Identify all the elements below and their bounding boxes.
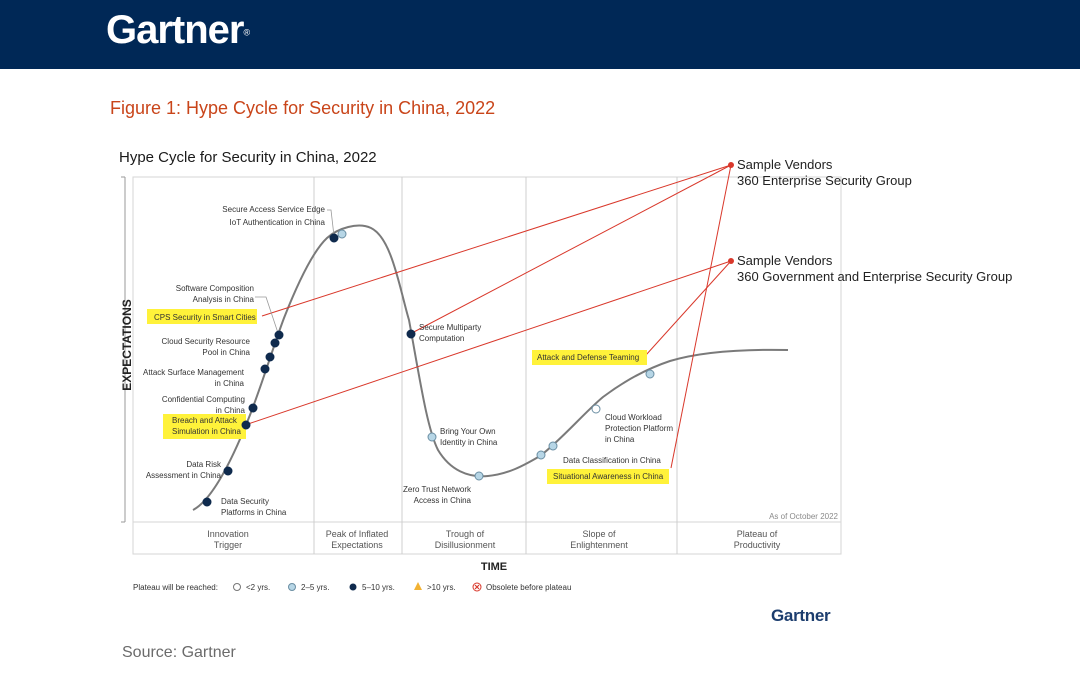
legend-label: 5–10 yrs. [362, 583, 395, 592]
technology-label: Data Security [221, 497, 269, 506]
technology-marker [270, 338, 280, 348]
as-of-note: As of October 2022 [769, 512, 838, 521]
technology-marker [241, 420, 251, 430]
technology-marker [536, 450, 546, 460]
legend-label: >10 yrs. [427, 583, 456, 592]
vendor-anchor-dot [728, 258, 734, 264]
technology-label: Software Composition [176, 284, 254, 293]
technology-label: Attack and Defense Teaming [537, 353, 639, 362]
technology-marker [274, 330, 284, 340]
legend-symbol [288, 583, 296, 591]
phase-label: Enlightenment [570, 540, 628, 550]
gartner-logo: Gartner® [106, 8, 250, 52]
technology-label: Zero Trust Network [403, 485, 472, 494]
callout-vendor: 360 Government and Enterprise Security G… [737, 269, 1012, 284]
gartner-footer-logo: Gartner [771, 606, 831, 625]
technology-marker [548, 441, 558, 451]
technology-label: IoT Authentication in China [230, 218, 326, 227]
technology-marker [406, 329, 416, 339]
y-axis-title: EXPECTATIONS [120, 299, 134, 391]
header-bar: Gartner® [0, 0, 1080, 69]
technology-label: Situational Awareness in China [553, 472, 664, 481]
x-axis-title: TIME [481, 561, 507, 573]
phase-label: Productivity [734, 540, 781, 550]
phase-label: Expectations [331, 540, 383, 550]
technology-marker [202, 497, 212, 507]
label-leader [327, 209, 335, 237]
vendor-callout-line [261, 164, 732, 317]
vendor-callout-line [645, 260, 732, 356]
phase-label: Trough of [446, 529, 485, 539]
legend-label: Obsolete before plateau [486, 583, 571, 592]
technology-label: Simulation in China [172, 427, 241, 436]
legend-symbol [474, 584, 480, 590]
source-note: Source: Gartner [122, 644, 236, 661]
technology-label: in China [215, 379, 245, 388]
technology-marker [260, 364, 270, 374]
chart-title: Hype Cycle for Security in China, 2022 [119, 149, 377, 166]
technology-label: Secure Access Service Edge [222, 205, 325, 214]
technology-marker [329, 233, 339, 243]
technology-label: Platforms in China [221, 508, 287, 517]
technology-label: Cloud Security Resource [162, 337, 251, 346]
legend-label: 2–5 yrs. [301, 583, 329, 592]
technology-label: Pool in China [202, 348, 250, 357]
label-leader [255, 296, 279, 334]
callout-title: Sample Vendors [737, 157, 833, 172]
technology-marker [337, 229, 347, 239]
technology-label: in China [216, 406, 246, 415]
technology-label: Bring Your Own [440, 427, 496, 436]
vendor-anchor-dot [728, 162, 734, 168]
technology-label: Analysis in China [193, 295, 255, 304]
label-highlight [547, 469, 669, 484]
technology-marker [427, 432, 437, 442]
technology-label: Secure Multiparty [419, 323, 481, 332]
technology-marker [248, 403, 258, 413]
vendor-callout-line [247, 260, 732, 425]
phase-label: Slope of [582, 529, 616, 539]
technology-label: CPS Security in Smart Cities [154, 313, 256, 322]
technology-label: Confidential Computing [162, 395, 245, 404]
phase-label: Plateau of [737, 529, 778, 539]
vendor-callout-line [670, 164, 732, 469]
technology-label: Computation [419, 334, 464, 343]
vendor-callout-line [409, 164, 732, 335]
technology-label: Assessment in China [146, 471, 222, 480]
technology-label: Data Risk [186, 460, 222, 469]
label-highlight [147, 309, 257, 324]
technology-marker [645, 369, 655, 379]
figure-title: Figure 1: Hype Cycle for Security in Chi… [110, 98, 496, 118]
technology-marker [591, 404, 601, 414]
legend-label: <2 yrs. [246, 583, 270, 592]
technology-marker [474, 471, 484, 481]
label-highlight [163, 414, 246, 439]
phase-label: Peak of Inflated [326, 529, 389, 539]
phase-label: Disillusionment [435, 540, 496, 550]
technology-label: in China [605, 435, 635, 444]
legend-symbol [414, 582, 422, 590]
plot-frame [132, 176, 842, 555]
technology-label: Identity in China [440, 438, 498, 447]
callout-vendor: 360 Enterprise Security Group [737, 173, 912, 188]
hype-curve [192, 224, 789, 511]
technology-label: Breach and Attack [172, 416, 238, 425]
legend-title: Plateau will be reached: [133, 583, 218, 592]
technology-label: Cloud Workload [605, 413, 662, 422]
technology-label: Protection Platform [605, 424, 673, 433]
technology-label: Access in China [414, 496, 472, 505]
legend-symbol [233, 583, 241, 591]
legend-symbol [349, 583, 357, 591]
technology-label: Attack Surface Management [143, 368, 245, 377]
callout-title: Sample Vendors [737, 253, 833, 268]
phase-label: Innovation [207, 529, 249, 539]
phase-label: Trigger [214, 540, 242, 550]
technology-marker [265, 352, 275, 362]
label-highlight [532, 350, 647, 365]
technology-label: Data Classification in China [563, 456, 661, 465]
technology-marker [223, 466, 233, 476]
